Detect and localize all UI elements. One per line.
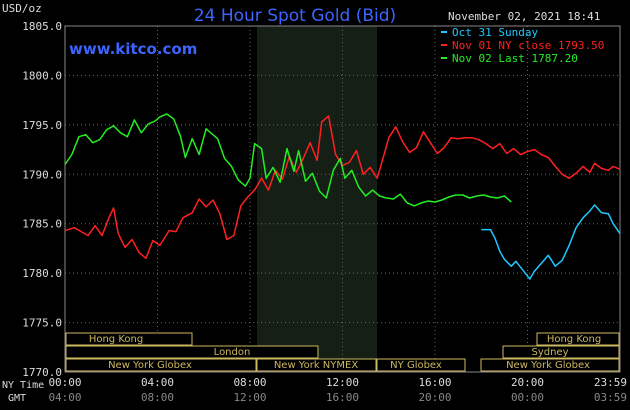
- session-ny-globex-mid: NY Globex: [390, 360, 442, 371]
- session-ny-globex-right: New York Globex: [506, 360, 590, 371]
- y-axis: 1805.0 1800.0 1795.0 1790.0 1785.0 1780.0 1775…: [22, 20, 62, 379]
- x-tick-label-ny: 23:59: [594, 376, 627, 389]
- y-tick-label: 1795.0: [22, 119, 62, 132]
- y-tick-label: 1785.0: [22, 218, 62, 231]
- x-tick-label-gmt: 20:00: [418, 391, 451, 404]
- x-tick-label-gmt: 16:00: [326, 391, 359, 404]
- session-ny-nymex: New York NYMEX: [274, 360, 359, 371]
- market-sessions: Hong Kong London New York Globex New Yor…: [65, 332, 620, 372]
- ny-time-label: NY Time: [2, 380, 44, 391]
- session-hong-kong-right: Hong Kong: [547, 334, 601, 345]
- x-tick-label-ny: 08:00: [233, 376, 266, 389]
- chart-title: 24 Hour Spot Gold (Bid): [194, 6, 396, 26]
- y-tick-label: 1770.0: [22, 366, 62, 379]
- x-tick-label-ny: 00:00: [48, 376, 81, 389]
- x-tick-label-gmt: 03:59: [594, 391, 627, 404]
- x-tick-label-ny: 16:00: [418, 376, 451, 389]
- legend-entry: Oct 31 Sunday: [452, 26, 538, 39]
- x-tick-label-ny: 20:00: [511, 376, 544, 389]
- y-tick-label: 1775.0: [22, 317, 62, 330]
- legend-entry: Nov 01 NY close 1793.50: [452, 39, 604, 52]
- legend-entry: Nov 02 Last 1787.20: [452, 52, 578, 65]
- x-tick-label-gmt: 12:00: [233, 391, 266, 404]
- y-tick-label: 1800.0: [22, 69, 62, 82]
- session-sydney: Sydney: [531, 347, 568, 358]
- series-line-2: [64, 115, 621, 260]
- y-tick-label: 1780.0: [22, 267, 62, 280]
- y-tick-label: 1805.0: [22, 20, 62, 33]
- x-tick-label-gmt: 04:00: [48, 391, 81, 404]
- unit-label: USD/oz: [2, 2, 42, 15]
- site-watermark: www.kitco.com: [69, 40, 197, 58]
- y-tick-label: 1790.0: [22, 168, 62, 181]
- x-tick-label-gmt: 08:00: [141, 391, 174, 404]
- series-line-1: [481, 204, 621, 280]
- gmt-label: GMT: [8, 393, 26, 404]
- x-tick-label-ny: 04:00: [141, 376, 174, 389]
- us-session-shading: [257, 26, 377, 372]
- plot-border: [64, 25, 621, 373]
- session-hong-kong-left: Hong Kong: [89, 334, 143, 345]
- series-line-3: [64, 113, 512, 207]
- series-lines: [64, 113, 621, 280]
- x-tick-label-ny: 12:00: [326, 376, 359, 389]
- timestamp: November 02, 2021 18:41: [448, 10, 600, 23]
- session-ny-globex-left: New York Globex: [108, 360, 192, 371]
- x-axis: 00:00 04:00 04:00 08:00 08:00 12:00 12:00 16:00…: [48, 376, 627, 404]
- session-london: London: [214, 347, 251, 358]
- x-tick-label-gmt: 00:00: [511, 391, 544, 404]
